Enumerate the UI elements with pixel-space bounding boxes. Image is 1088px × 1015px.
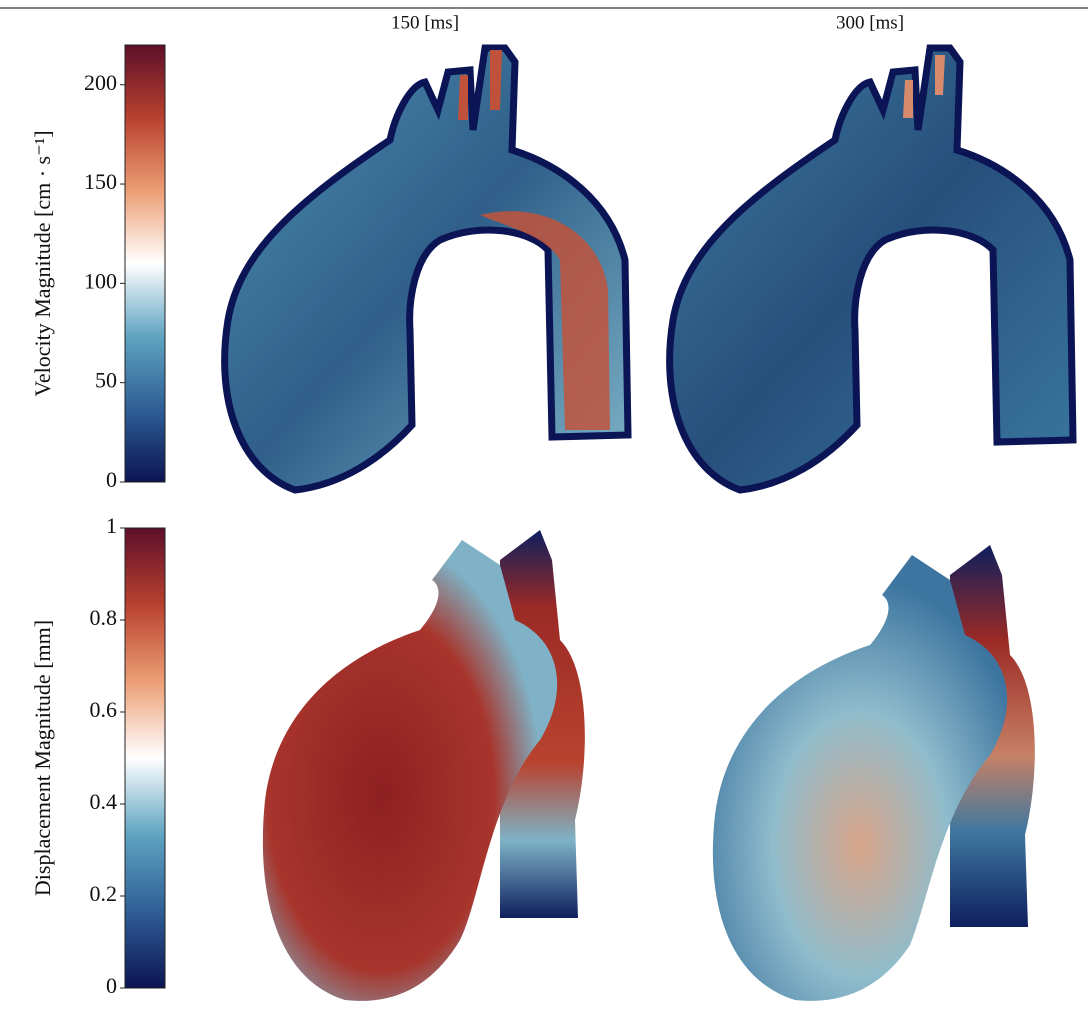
- column-header: 150 [ms]: [391, 12, 459, 33]
- tick-label: 150: [84, 169, 117, 194]
- colorbar: [125, 528, 165, 988]
- velocity-render-300: [670, 48, 1073, 490]
- colorbar-label: Velocity Magnitude [cm · s⁻¹]: [30, 130, 55, 396]
- tick-label: 0.4: [90, 789, 118, 814]
- tick-label: 0: [106, 973, 117, 998]
- tick-label: 50: [95, 368, 117, 393]
- colorbar-label: Displacement Magnitude [mm]: [30, 620, 55, 896]
- displacement-render-150: [263, 530, 585, 1001]
- tick-label: 1: [106, 513, 117, 538]
- tick-label: 0: [106, 467, 117, 492]
- tick-label: 0.8: [90, 605, 118, 630]
- tick-label: 100: [84, 268, 117, 293]
- displacement-render-300: [713, 545, 1035, 1001]
- colorbar: [125, 45, 165, 482]
- figure: 150 [ms] 300 [ms] 0 50 100 150 200 Velocity M…: [0, 0, 1088, 1015]
- tick-label: 0.2: [90, 881, 118, 906]
- tick-label: 200: [84, 70, 117, 95]
- column-header: 300 [ms]: [836, 12, 904, 33]
- tick-label: 0.6: [90, 697, 118, 722]
- velocity-render-150: [225, 48, 628, 490]
